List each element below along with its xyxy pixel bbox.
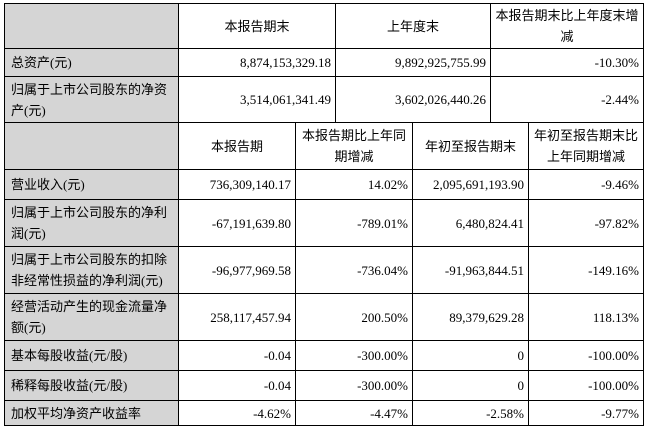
row-label-cell: 基本每股收益(元/股): [4, 340, 179, 371]
row-label-cell: 营业收入(元): [4, 169, 179, 200]
header-cell-ytd-change-vs-same-period: 年初至报告期末比上年同期增减: [528, 122, 644, 170]
table-header-row: 本报告期末 上年度末 本报告期末比上年度末增减: [4, 3, 644, 49]
table-row-net-profit-excl-nonrecurring: 归属于上市公司股东的扣除非经常性损益的净利润(元) -96,977,969.58…: [4, 246, 644, 294]
value-cell: -4.47%: [295, 400, 413, 426]
value-cell: -97.82%: [528, 199, 644, 247]
table-row-weighted-avg-roe: 加权平均净资产收益率 -4.62% -4.47% -2.58% -9.77%: [4, 400, 644, 426]
value-cell: 0: [412, 370, 529, 401]
value-cell: -736.04%: [295, 246, 413, 294]
header-empty-cell: [4, 3, 179, 49]
value-cell: 8,874,153,329.18: [178, 48, 336, 77]
value-cell: -91,963,844.51: [412, 246, 529, 294]
period-end-summary-table: 本报告期末 上年度末 本报告期末比上年度末增减 总资产(元) 8,874,153…: [4, 3, 644, 123]
table-row-basic-eps: 基本每股收益(元/股) -0.04 -300.00% 0 -100.00%: [4, 340, 644, 371]
table-row-operating-cash-flow: 经营活动产生的现金流量净额(元) 258,117,457.94 200.50% …: [4, 293, 644, 341]
header-cell-year-to-date: 年初至报告期末: [412, 122, 529, 170]
table-row-operating-revenue: 营业收入(元) 736,309,140.17 14.02% 2,095,691,…: [4, 169, 644, 200]
value-cell: -9.77%: [528, 400, 644, 426]
value-cell: -10.30%: [490, 48, 644, 77]
row-label-cell: 经营活动产生的现金流量净额(元): [4, 293, 179, 341]
value-cell: -96,977,969.58: [178, 246, 296, 294]
value-cell: -67,191,639.80: [178, 199, 296, 247]
value-cell: 89,379,629.28: [412, 293, 529, 341]
value-cell: -4.62%: [178, 400, 296, 426]
value-cell: -100.00%: [528, 340, 644, 371]
value-cell: 9,892,925,755.99: [335, 48, 491, 77]
row-label-cell: 稀释每股收益(元/股): [4, 370, 179, 401]
header-cell-prior-year-end: 上年度末: [335, 3, 491, 49]
table-header-row: 本报告期 本报告期比上年同期增减 年初至报告期末 年初至报告期末比上年同期增减: [4, 122, 644, 170]
value-cell: 200.50%: [295, 293, 413, 341]
value-cell: -9.46%: [528, 169, 644, 200]
header-empty-cell: [4, 122, 179, 170]
row-label-cell: 归属于上市公司股东的扣除非经常性损益的净利润(元): [4, 246, 179, 294]
value-cell: -789.01%: [295, 199, 413, 247]
value-cell: 0: [412, 340, 529, 371]
table-row-diluted-eps: 稀释每股收益(元/股) -0.04 -300.00% 0 -100.00%: [4, 370, 644, 401]
value-cell: -149.16%: [528, 246, 644, 294]
period-metrics-table: 本报告期 本报告期比上年同期增减 年初至报告期末 年初至报告期末比上年同期增减 …: [4, 122, 644, 426]
value-cell: 14.02%: [295, 169, 413, 200]
header-cell-change-vs-same-period: 本报告期比上年同期增减: [295, 122, 413, 170]
financial-summary-page: 本报告期末 上年度末 本报告期末比上年度末增减 总资产(元) 8,874,153…: [4, 3, 644, 426]
value-cell: -0.04: [178, 340, 296, 371]
value-cell: 3,514,061,341.49: [178, 76, 336, 123]
row-label-cell: 总资产(元): [4, 48, 179, 77]
value-cell: -300.00%: [295, 370, 413, 401]
value-cell: 3,602,026,440.26: [335, 76, 491, 123]
value-cell: -300.00%: [295, 340, 413, 371]
table-row-net-profit: 归属于上市公司股东的净利润(元) -67,191,639.80 -789.01%…: [4, 199, 644, 247]
value-cell: 736,309,140.17: [178, 169, 296, 200]
value-cell: -2.58%: [412, 400, 529, 426]
header-cell-current-period: 本报告期: [178, 122, 296, 170]
header-cell-change-vs-prior-year-end: 本报告期末比上年度末增减: [490, 3, 644, 49]
value-cell: -2.44%: [490, 76, 644, 123]
table-row-total-assets: 总资产(元) 8,874,153,329.18 9,892,925,755.99…: [4, 48, 644, 77]
value-cell: 118.13%: [528, 293, 644, 341]
value-cell: 2,095,691,193.90: [412, 169, 529, 200]
table-row-net-assets: 归属于上市公司股东的净资产(元) 3,514,061,341.49 3,602,…: [4, 76, 644, 123]
row-label-cell: 归属于上市公司股东的净资产(元): [4, 76, 179, 123]
row-label-cell: 归属于上市公司股东的净利润(元): [4, 199, 179, 247]
row-label-cell: 加权平均净资产收益率: [4, 400, 179, 426]
value-cell: 258,117,457.94: [178, 293, 296, 341]
value-cell: 6,480,824.41: [412, 199, 529, 247]
value-cell: -0.04: [178, 370, 296, 401]
value-cell: -100.00%: [528, 370, 644, 401]
header-cell-current-period-end: 本报告期末: [178, 3, 336, 49]
